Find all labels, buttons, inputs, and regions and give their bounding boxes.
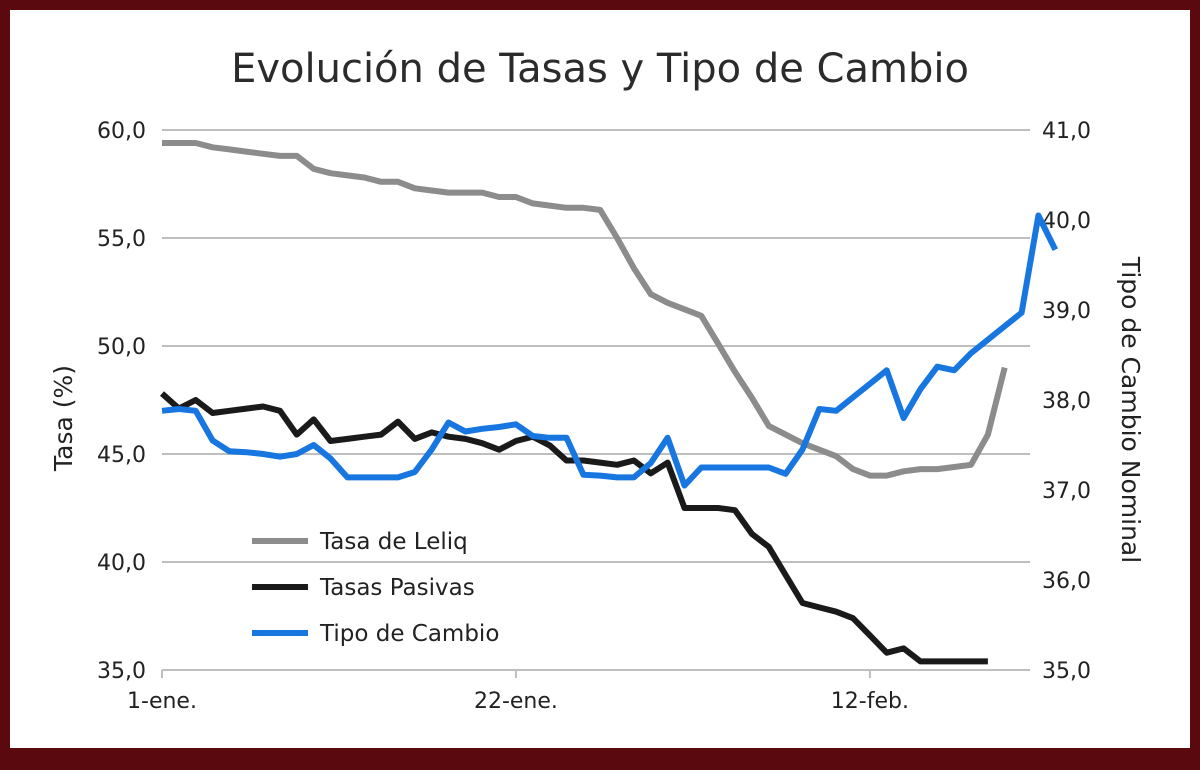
right-tick-label: 38,0 bbox=[1042, 389, 1091, 414]
chart-frame: Evolución de Tasas y Tipo de Cambio 60,0… bbox=[10, 10, 1190, 748]
right-tick-label: 39,0 bbox=[1042, 299, 1091, 324]
right-tick-label: 40,0 bbox=[1042, 209, 1091, 234]
legend-label-leliq: Tasa de Leliq bbox=[319, 529, 468, 555]
left-axis-title: Tasa (%) bbox=[49, 365, 78, 472]
left-tick-label: 45,0 bbox=[97, 443, 146, 468]
chart-title: Evolución de Tasas y Tipo de Cambio bbox=[231, 46, 969, 92]
right-tick-label: 41,0 bbox=[1042, 119, 1091, 144]
right-axis-title: Tipo de Cambio Nominal bbox=[1116, 256, 1145, 563]
series-line-pasivas bbox=[160, 391, 988, 665]
left-tick-label: 40,0 bbox=[97, 551, 146, 576]
right-tick-label: 36,0 bbox=[1042, 569, 1091, 594]
legend-label-pasivas: Tasas Pasivas bbox=[319, 575, 475, 601]
gridlines bbox=[162, 129, 1030, 671]
x-tick-label: 22-ene. bbox=[474, 689, 558, 714]
left-tick-label: 35,0 bbox=[97, 659, 146, 684]
right-tick-label: 37,0 bbox=[1042, 479, 1091, 504]
series-lines bbox=[160, 140, 1058, 665]
x-tick-label: 1-ene. bbox=[127, 689, 197, 714]
left-axis-ticks: 60,0 55,0 50,0 45,0 40,0 35,0 bbox=[97, 119, 146, 684]
series-line-tipo-cambio bbox=[161, 212, 1058, 489]
chart: Evolución de Tasas y Tipo de Cambio 60,0… bbox=[49, 46, 1145, 714]
right-axis-ticks: 41,0 40,0 39,0 38,0 37,0 36,0 35,0 bbox=[1042, 119, 1091, 684]
left-tick-label: 55,0 bbox=[97, 227, 146, 252]
legend: Tasa de Leliq Tasas Pasivas Tipo de Camb… bbox=[252, 529, 499, 647]
legend-label-tipo-cambio: Tipo de Cambio bbox=[319, 621, 499, 647]
left-tick-label: 60,0 bbox=[97, 119, 146, 144]
x-axis-ticks: 1-ene. 22-ene. 12-feb. bbox=[127, 670, 909, 714]
right-tick-label: 35,0 bbox=[1042, 659, 1091, 684]
left-tick-label: 50,0 bbox=[97, 335, 146, 360]
series-line-leliq bbox=[162, 140, 1008, 479]
x-tick-label: 12-feb. bbox=[831, 689, 909, 714]
